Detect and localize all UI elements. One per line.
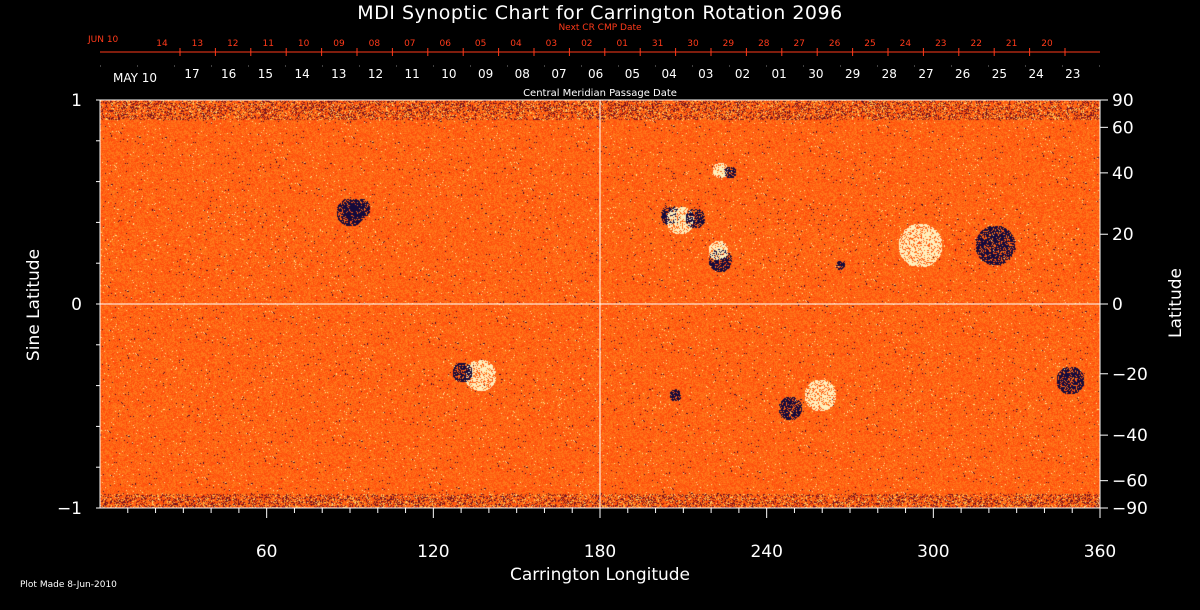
cmp-date-label: 05 <box>625 67 640 81</box>
y-tick-label-left: −1 <box>57 499 82 519</box>
next-cr-date-label: 26 <box>829 39 841 49</box>
next-cr-date-label: 14 <box>156 39 168 49</box>
cmp-date-label: 16 <box>221 67 236 81</box>
next-cr-date-label: 12 <box>227 39 238 49</box>
x-tick-label: 180 <box>584 542 616 562</box>
next-cr-date-label: 24 <box>900 39 912 49</box>
cmp-date-label: 27 <box>918 67 933 81</box>
chart-title: MDI Synoptic Chart for Carrington Rotati… <box>357 2 843 24</box>
next-cr-date-label: 05 <box>475 39 486 49</box>
top-axis-ticks: JUN 10 14 13 12 11 10 09 08 07 06 05 04 03 02 01 31 30 29… <box>87 35 1100 85</box>
next-cr-date-label: 29 <box>723 39 735 49</box>
next-cr-date-label: 21 <box>1006 39 1017 49</box>
cmp-date-label: 23 <box>1065 67 1080 81</box>
next-cr-date-label: 07 <box>404 39 415 49</box>
y-tick-label-right: 0 <box>1112 295 1123 315</box>
y-tick-label-right: 60 <box>1112 118 1134 138</box>
cmp-date-label: 29 <box>845 67 860 81</box>
cmp-date-label: 01 <box>772 67 787 81</box>
next-cr-date-label: 28 <box>758 39 770 49</box>
next-cr-start-label: JUN 10 <box>87 35 119 45</box>
cmp-date-label: 07 <box>551 67 566 81</box>
next-cr-date-label: 04 <box>510 39 522 49</box>
cmp-date-label: 17 <box>184 67 199 81</box>
cmp-date-label: 09 <box>478 67 493 81</box>
y-tick-label-right: −20 <box>1112 365 1148 385</box>
cmp-date-label: 14 <box>294 67 309 81</box>
next-cr-date-label: 02 <box>581 39 592 49</box>
next-cr-date-label: 20 <box>1041 39 1053 49</box>
x-tick-label: 60 <box>256 542 278 562</box>
next-cr-date-label: 13 <box>192 39 203 49</box>
cmp-date-label: 13 <box>331 67 346 81</box>
y-tick-label-right: −40 <box>1112 426 1148 446</box>
next-cr-date-label: 08 <box>369 39 381 49</box>
x-tick-label: 120 <box>417 542 449 562</box>
y-tick-label-right: 90 <box>1112 91 1134 111</box>
cmp-date-label: Central Meridian Passage Date <box>523 88 677 99</box>
next-cr-date-label: 31 <box>652 39 663 49</box>
next-cr-label: Next CR CMP Date <box>558 23 642 33</box>
cmp-date-label: 04 <box>661 67 676 81</box>
y-tick-label-right: 20 <box>1112 225 1134 245</box>
right-axis-ticks: 90 60 40 20 0 −20 −40 −60 −90 <box>1100 91 1148 519</box>
x-tick-label: 300 <box>917 542 949 562</box>
next-cr-date-label: 03 <box>546 39 557 49</box>
next-cr-date-label: 10 <box>298 39 310 49</box>
left-axis-ticks: 1 0 −1 <box>57 91 100 519</box>
bottom-axis-ticks: 60 120 180 240 300 360 <box>127 508 1116 562</box>
y-tick-label-right: −90 <box>1112 499 1148 519</box>
next-cr-date-label: 01 <box>616 39 627 49</box>
cmp-date-label: 11 <box>405 67 420 81</box>
next-cr-date-label: 11 <box>262 39 273 49</box>
next-cr-date-label: 30 <box>687 39 699 49</box>
next-cr-date-label: 25 <box>864 39 875 49</box>
y-tick-label-right: −60 <box>1112 472 1148 492</box>
next-cr-date-label: 22 <box>970 39 981 49</box>
x-axis-label: Carrington Longitude <box>509 565 691 585</box>
cmp-date-label: 26 <box>955 67 970 81</box>
y-tick-label-left: 0 <box>71 295 82 315</box>
cmp-date-label: 03 <box>698 67 713 81</box>
cmp-date-label: 28 <box>882 67 897 81</box>
cmp-date-label: 30 <box>808 67 823 81</box>
y-tick-label-left: 1 <box>71 91 82 111</box>
cmp-date-label: 24 <box>1028 67 1043 81</box>
cmp-date-label: 08 <box>515 67 530 81</box>
next-cr-date-label: 27 <box>793 39 804 49</box>
cmp-date-label: 02 <box>735 67 750 81</box>
y-tick-label-right: 40 <box>1112 164 1134 184</box>
cmp-date-label: 06 <box>588 67 603 81</box>
next-cr-date-label: 09 <box>333 39 345 49</box>
cmp-date-label: 10 <box>441 67 456 81</box>
next-cr-date-label: 23 <box>935 39 946 49</box>
x-tick-label: 360 <box>1084 542 1116 562</box>
cmp-date-label: 15 <box>258 67 273 81</box>
plot-frame <box>99 99 1101 509</box>
x-tick-label: 240 <box>750 542 782 562</box>
plot-made-footer: Plot Made 8-Jun-2010 <box>20 580 117 590</box>
cmp-date-label: 12 <box>368 67 383 81</box>
cmp-date-label: 25 <box>992 67 1007 81</box>
next-cr-date-label: 06 <box>439 39 451 49</box>
cmp-start-label: MAY 10 <box>113 71 157 85</box>
